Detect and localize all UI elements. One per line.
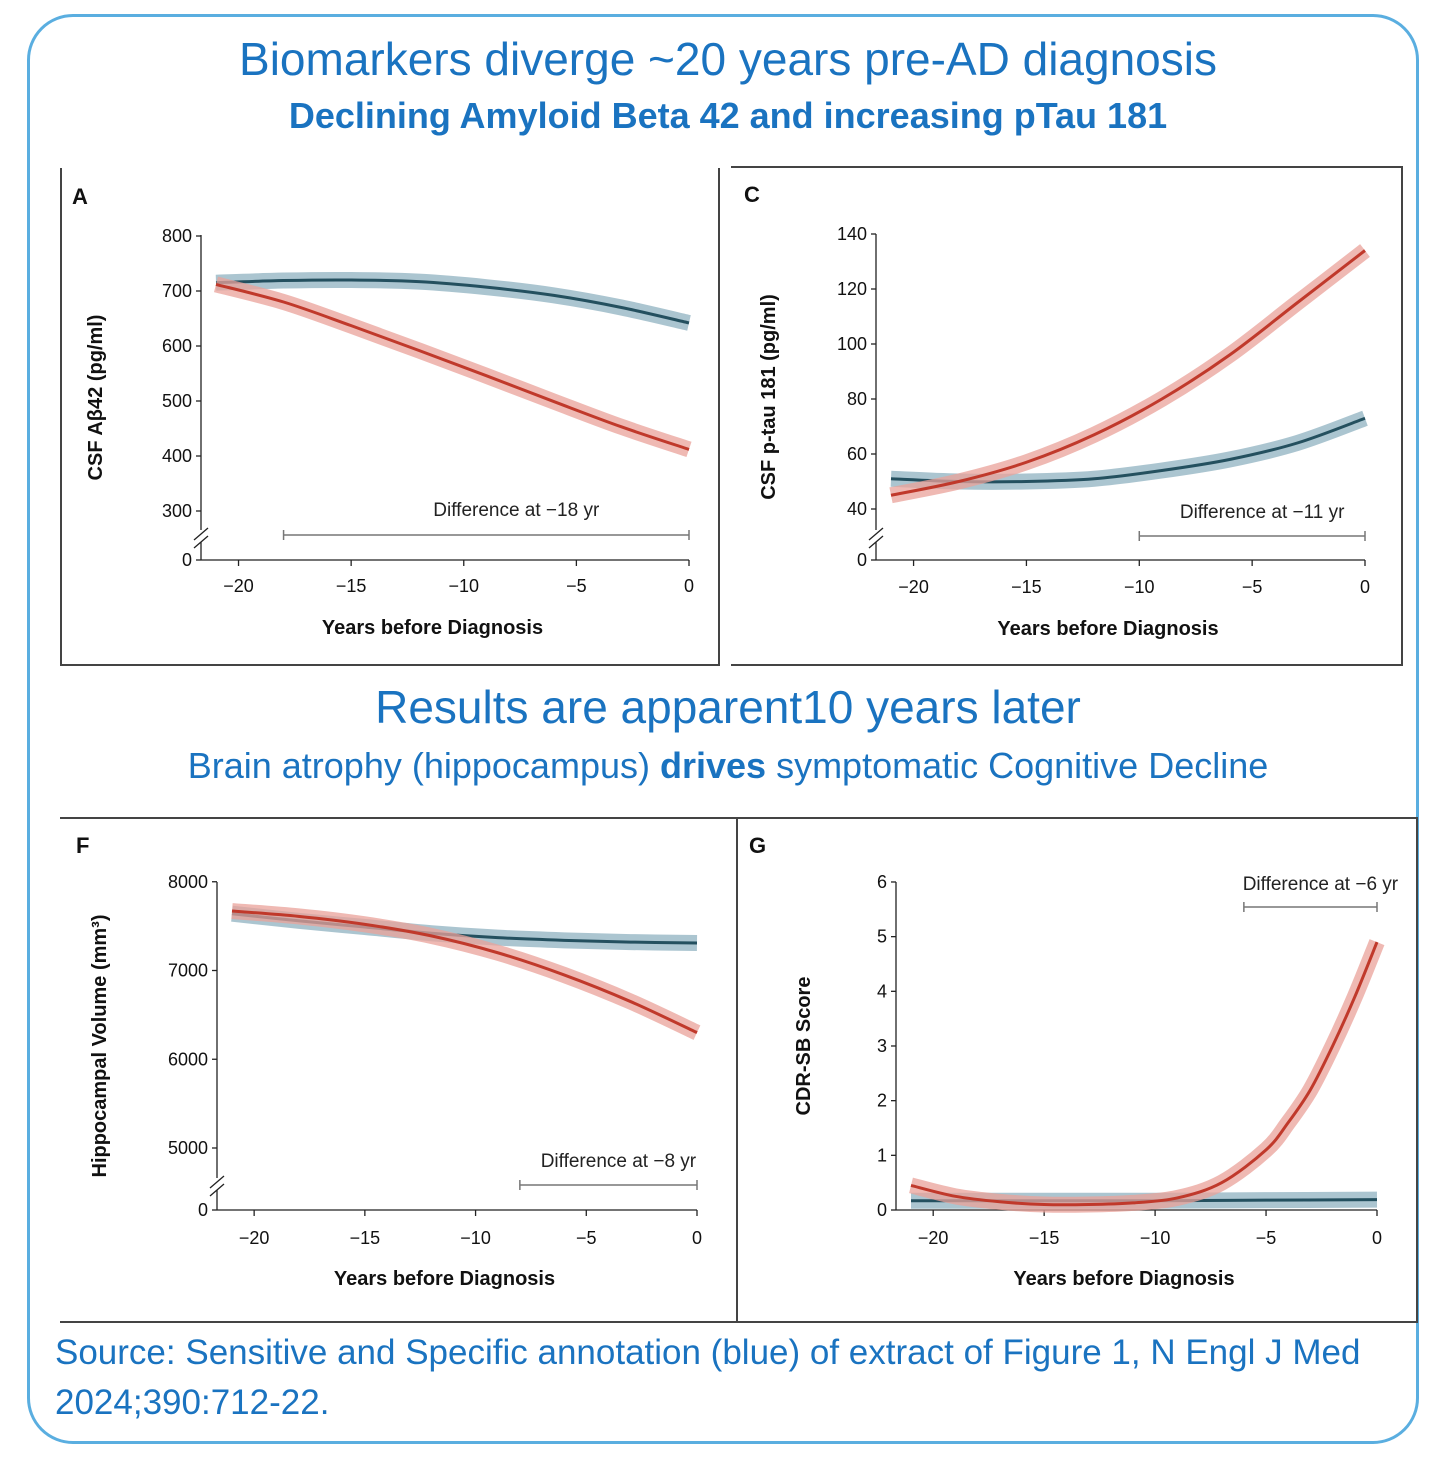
y-tick-label: 4 — [877, 981, 887, 1001]
axis-break-mark — [868, 527, 884, 541]
y-tick-label: 6 — [877, 872, 887, 892]
y-tick-label: 600 — [162, 336, 192, 356]
x-tick-label: −10 — [1140, 1228, 1171, 1248]
series-red-line — [910, 941, 1379, 1207]
x-tick-label: −15 — [1011, 577, 1042, 597]
panel-letter: C — [744, 182, 760, 207]
y-tick-label: 1 — [877, 1145, 887, 1165]
x-tick-label: −15 — [336, 576, 367, 596]
bottom-subheading-post: symptomatic Cognitive Decline — [766, 745, 1269, 786]
y-tick-label: 0 — [857, 550, 867, 570]
x-axis-title: Years before Diagnosis — [334, 1268, 555, 1290]
source-note: Source: Sensitive and Specific annotatio… — [55, 1333, 1361, 1422]
difference-label: Difference at −18 yr — [433, 500, 600, 521]
difference-label: Difference at −11 yr — [1180, 502, 1345, 523]
chart-f-svg: F 0 5000 6000 7000 8000 −20 −15 −10 −5 0 Years befo… — [60, 817, 738, 1323]
series-red-band — [889, 244, 1370, 504]
y-tick-label: 40 — [847, 499, 867, 519]
x-tick-label: −5 — [1242, 577, 1263, 597]
y-tick-label: 5000 — [168, 1138, 208, 1158]
y-tick-label: 700 — [162, 281, 192, 301]
x-tick-label: 0 — [692, 1228, 702, 1248]
x-tick-label: −15 — [1029, 1228, 1060, 1248]
series-red-line — [231, 909, 698, 1034]
axis-break-mark — [868, 535, 884, 549]
x-tick-label: −10 — [460, 1228, 491, 1248]
bottom-subheading-bold: drives — [659, 745, 767, 786]
rounded-frame — [27, 14, 1419, 1444]
x-tick-label: −20 — [223, 576, 254, 596]
x-tick-label: −10 — [448, 576, 479, 596]
difference-label: Difference at −6 yr — [1243, 874, 1399, 895]
panel-letter: G — [749, 833, 766, 858]
x-tick-label: −5 — [576, 1228, 597, 1248]
y-tick-label: 0 — [198, 1200, 208, 1220]
x-axis-title: Years before Diagnosis — [1013, 1268, 1234, 1290]
y-tick-label: 100 — [837, 334, 867, 354]
y-tick-label: 400 — [162, 446, 192, 466]
panel-letter: A — [72, 184, 88, 209]
chart-a-svg: A 0 300 400 500 600 700 800 −20 −15 −10 −5 0 Years be… — [60, 168, 720, 666]
axis-break-mark — [193, 527, 209, 541]
y-axis-title: Hippocampal Volume (mm³) — [89, 915, 111, 1178]
y-tick-label: 7000 — [168, 961, 208, 981]
x-axis-title: Years before Diagnosis — [997, 618, 1218, 640]
y-tick-label: 800 — [162, 226, 192, 246]
chart-g-svg: G 0 1 2 3 4 5 6 −20 −15 −10 −5 0 Years before Diagnos… — [738, 817, 1418, 1323]
y-axis-title: CDR-SB Score — [793, 977, 815, 1116]
chart-panel-c: C 0 40 60 80 100 120 140 −20 −15 −10 −5 0 Years befor… — [731, 166, 1403, 666]
y-tick-label: 140 — [837, 224, 867, 244]
chart-panel-f: F 0 5000 6000 7000 8000 −20 −15 −10 −5 0 Years befo… — [60, 817, 738, 1323]
x-tick-label: −10 — [1124, 577, 1155, 597]
y-tick-label: 60 — [847, 444, 867, 464]
y-tick-label: 3 — [877, 1036, 887, 1056]
top-subheading: Declining Amyloid Beta 42 and increasing… — [288, 95, 1168, 136]
series-red-band — [909, 939, 1385, 1213]
y-axis-title: CSF Aβ42 (pg/ml) — [85, 315, 107, 481]
x-tick-label: −15 — [350, 1228, 381, 1248]
x-tick-label: 0 — [1360, 577, 1370, 597]
chart-c-svg: C 0 40 60 80 100 120 140 −20 −15 −10 −5 0 Years befor… — [731, 166, 1403, 666]
bottom-subheading: Brain atrophy (hippocampus) drives sympt… — [0, 745, 1456, 787]
y-tick-label: 120 — [837, 279, 867, 299]
x-tick-label: −20 — [918, 1228, 949, 1248]
y-tick-label: 0 — [182, 550, 192, 570]
y-tick-label: 300 — [162, 501, 192, 521]
bottom-subheading-pre: Brain atrophy (hippocampus) — [187, 745, 660, 786]
chart-panel-g: G 0 1 2 3 4 5 6 −20 −15 −10 −5 0 Years before Diagnos… — [738, 817, 1418, 1323]
y-tick-label: 2 — [877, 1091, 887, 1111]
y-axis-title: CSF p-tau 181 (pg/ml) — [758, 294, 780, 500]
x-tick-label: 0 — [684, 576, 694, 596]
axis-break-mark — [193, 535, 209, 549]
y-tick-label: 80 — [847, 389, 867, 409]
x-tick-label: 0 — [1372, 1228, 1382, 1248]
axis-break-mark — [209, 1175, 225, 1189]
y-tick-label: 500 — [162, 391, 192, 411]
series-red-line — [890, 249, 1366, 497]
x-tick-label: −5 — [566, 576, 587, 596]
bottom-heading: Results are apparent10 years later — [375, 681, 1081, 733]
top-heading: Biomarkers diverge ~20 years pre-AD diag… — [239, 33, 1217, 85]
difference-label: Difference at −8 yr — [541, 1151, 697, 1172]
series-blue-line — [215, 278, 690, 325]
series-red-line — [215, 282, 690, 451]
y-tick-label: 8000 — [168, 872, 208, 892]
chart-panel-a: A 0 300 400 500 600 700 800 −20 −15 −10 −5 0 Years be… — [60, 168, 720, 666]
x-tick-label: −20 — [239, 1228, 270, 1248]
y-tick-label: 0 — [877, 1200, 887, 1220]
y-tick-label: 5 — [877, 927, 887, 947]
panel-letter: F — [76, 833, 89, 858]
series-blue-band — [890, 410, 1368, 490]
x-tick-label: −5 — [1256, 1228, 1277, 1248]
x-axis-title: Years before Diagnosis — [322, 617, 543, 639]
axis-break-mark — [209, 1183, 225, 1197]
y-tick-label: 6000 — [168, 1049, 208, 1069]
x-tick-label: −20 — [898, 577, 929, 597]
